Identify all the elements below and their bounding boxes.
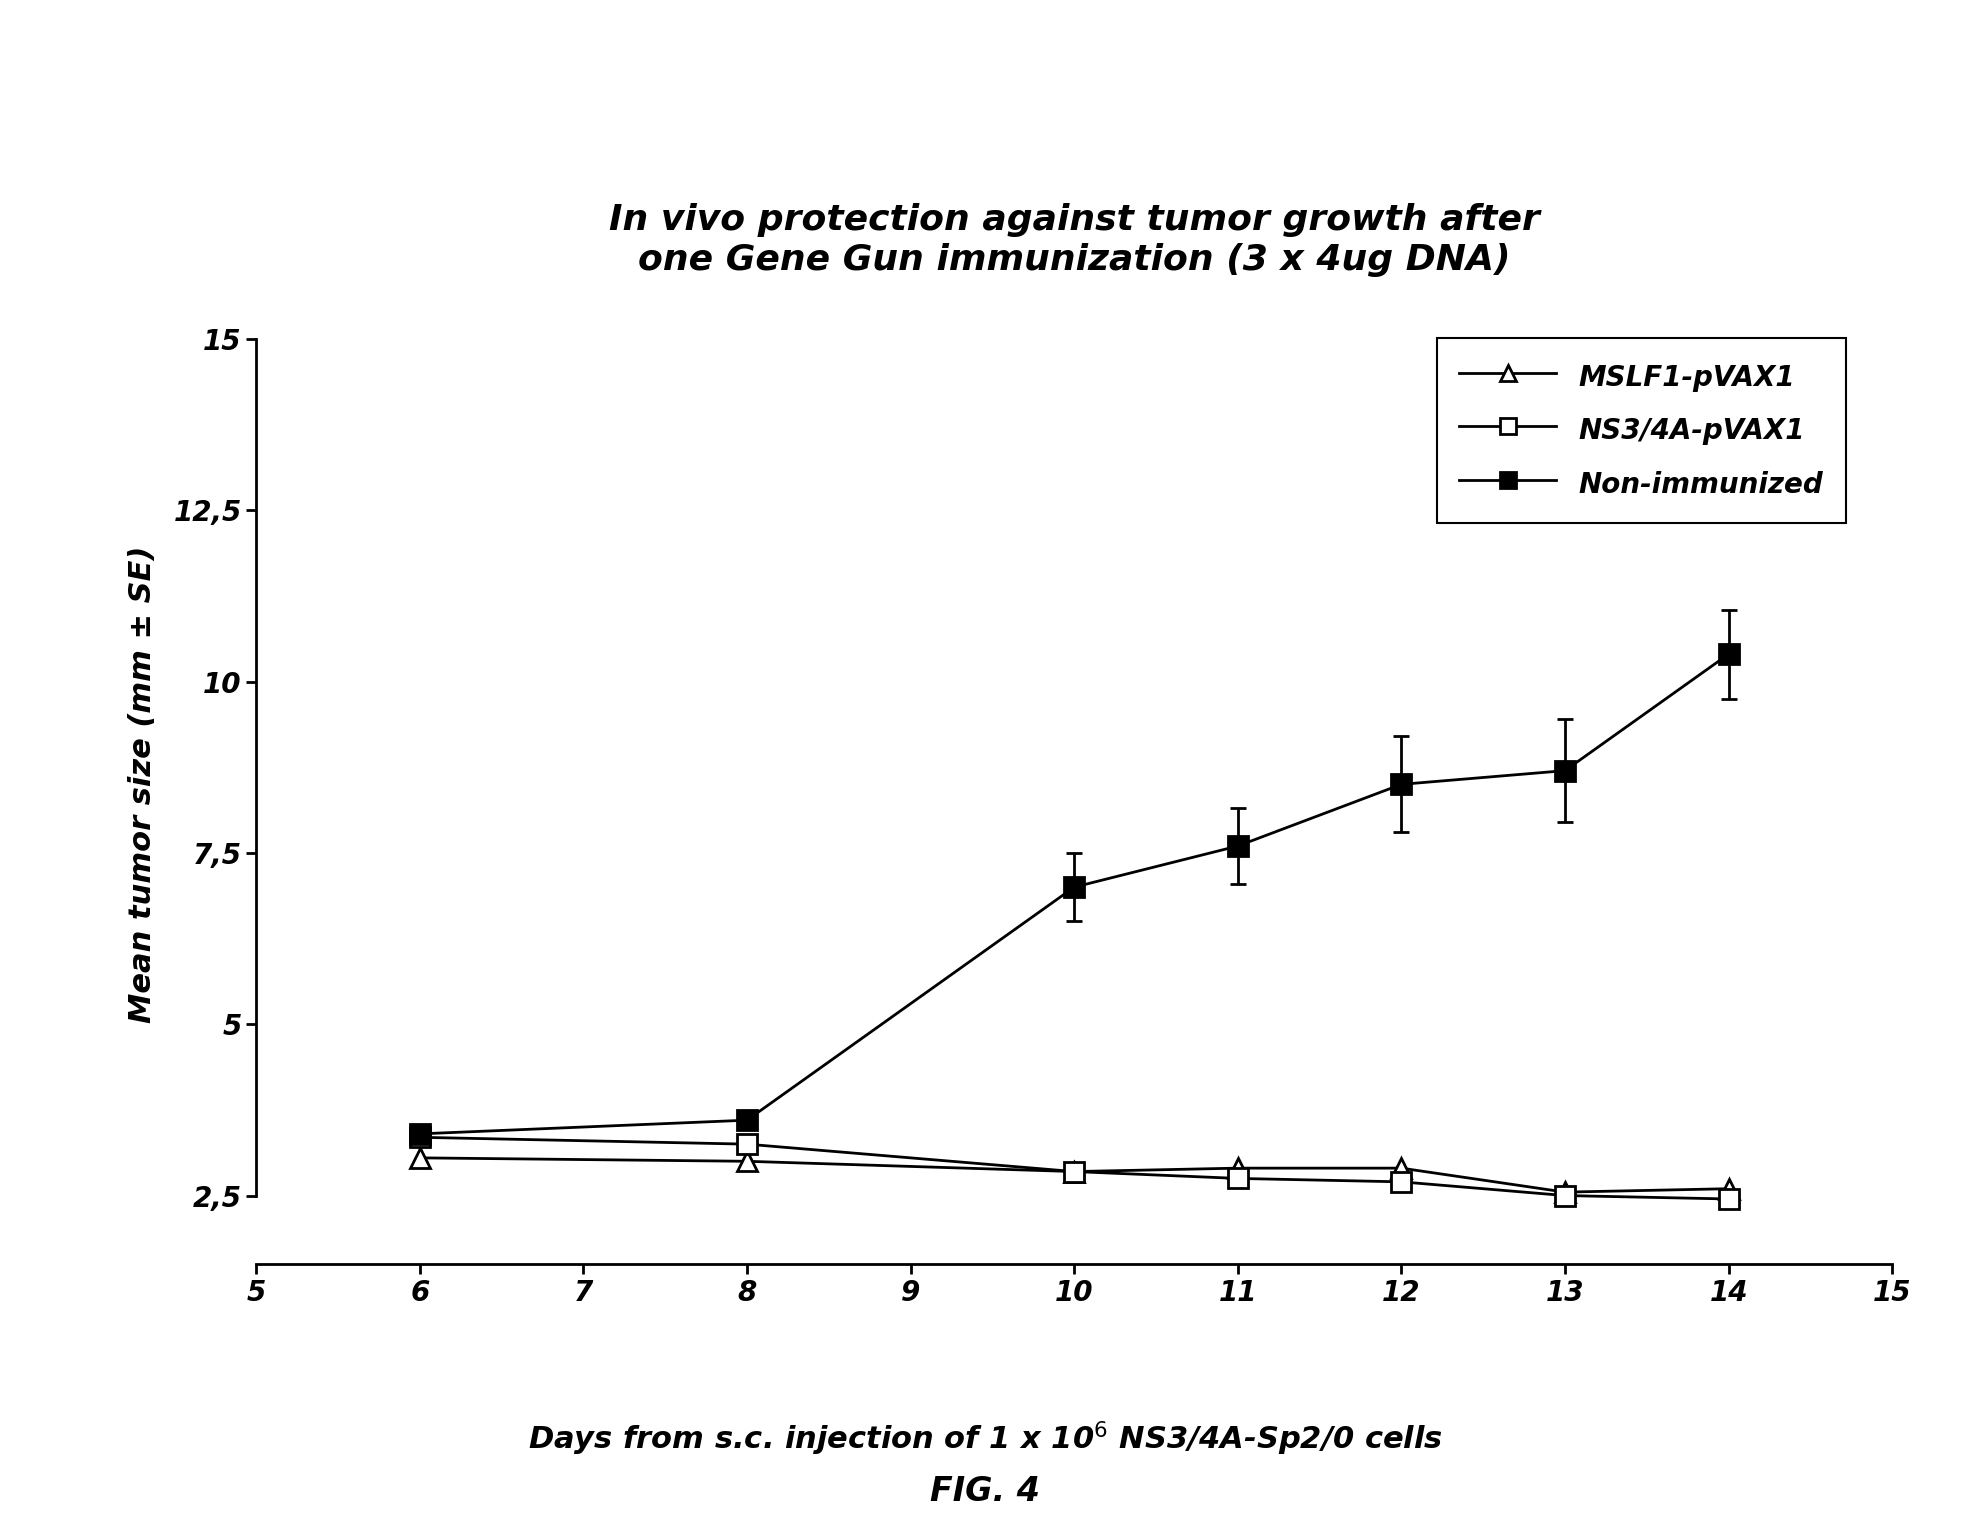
Text: Days from s.c. injection of 1 x 10$^6$ NS3/4A-Sp2/0 cells: Days from s.c. injection of 1 x 10$^6$ N… [528, 1419, 1443, 1459]
Legend: MSLF1-pVAX1, NS3/4A-pVAX1, Non-immunized: MSLF1-pVAX1, NS3/4A-pVAX1, Non-immunized [1437, 338, 1845, 522]
Text: FIG. 4: FIG. 4 [930, 1474, 1041, 1508]
Title: In vivo protection against tumor growth after
one Gene Gun immunization (3 x 4ug: In vivo protection against tumor growth … [609, 204, 1539, 277]
Y-axis label: Mean tumor size (mm ± SE): Mean tumor size (mm ± SE) [128, 545, 158, 1023]
